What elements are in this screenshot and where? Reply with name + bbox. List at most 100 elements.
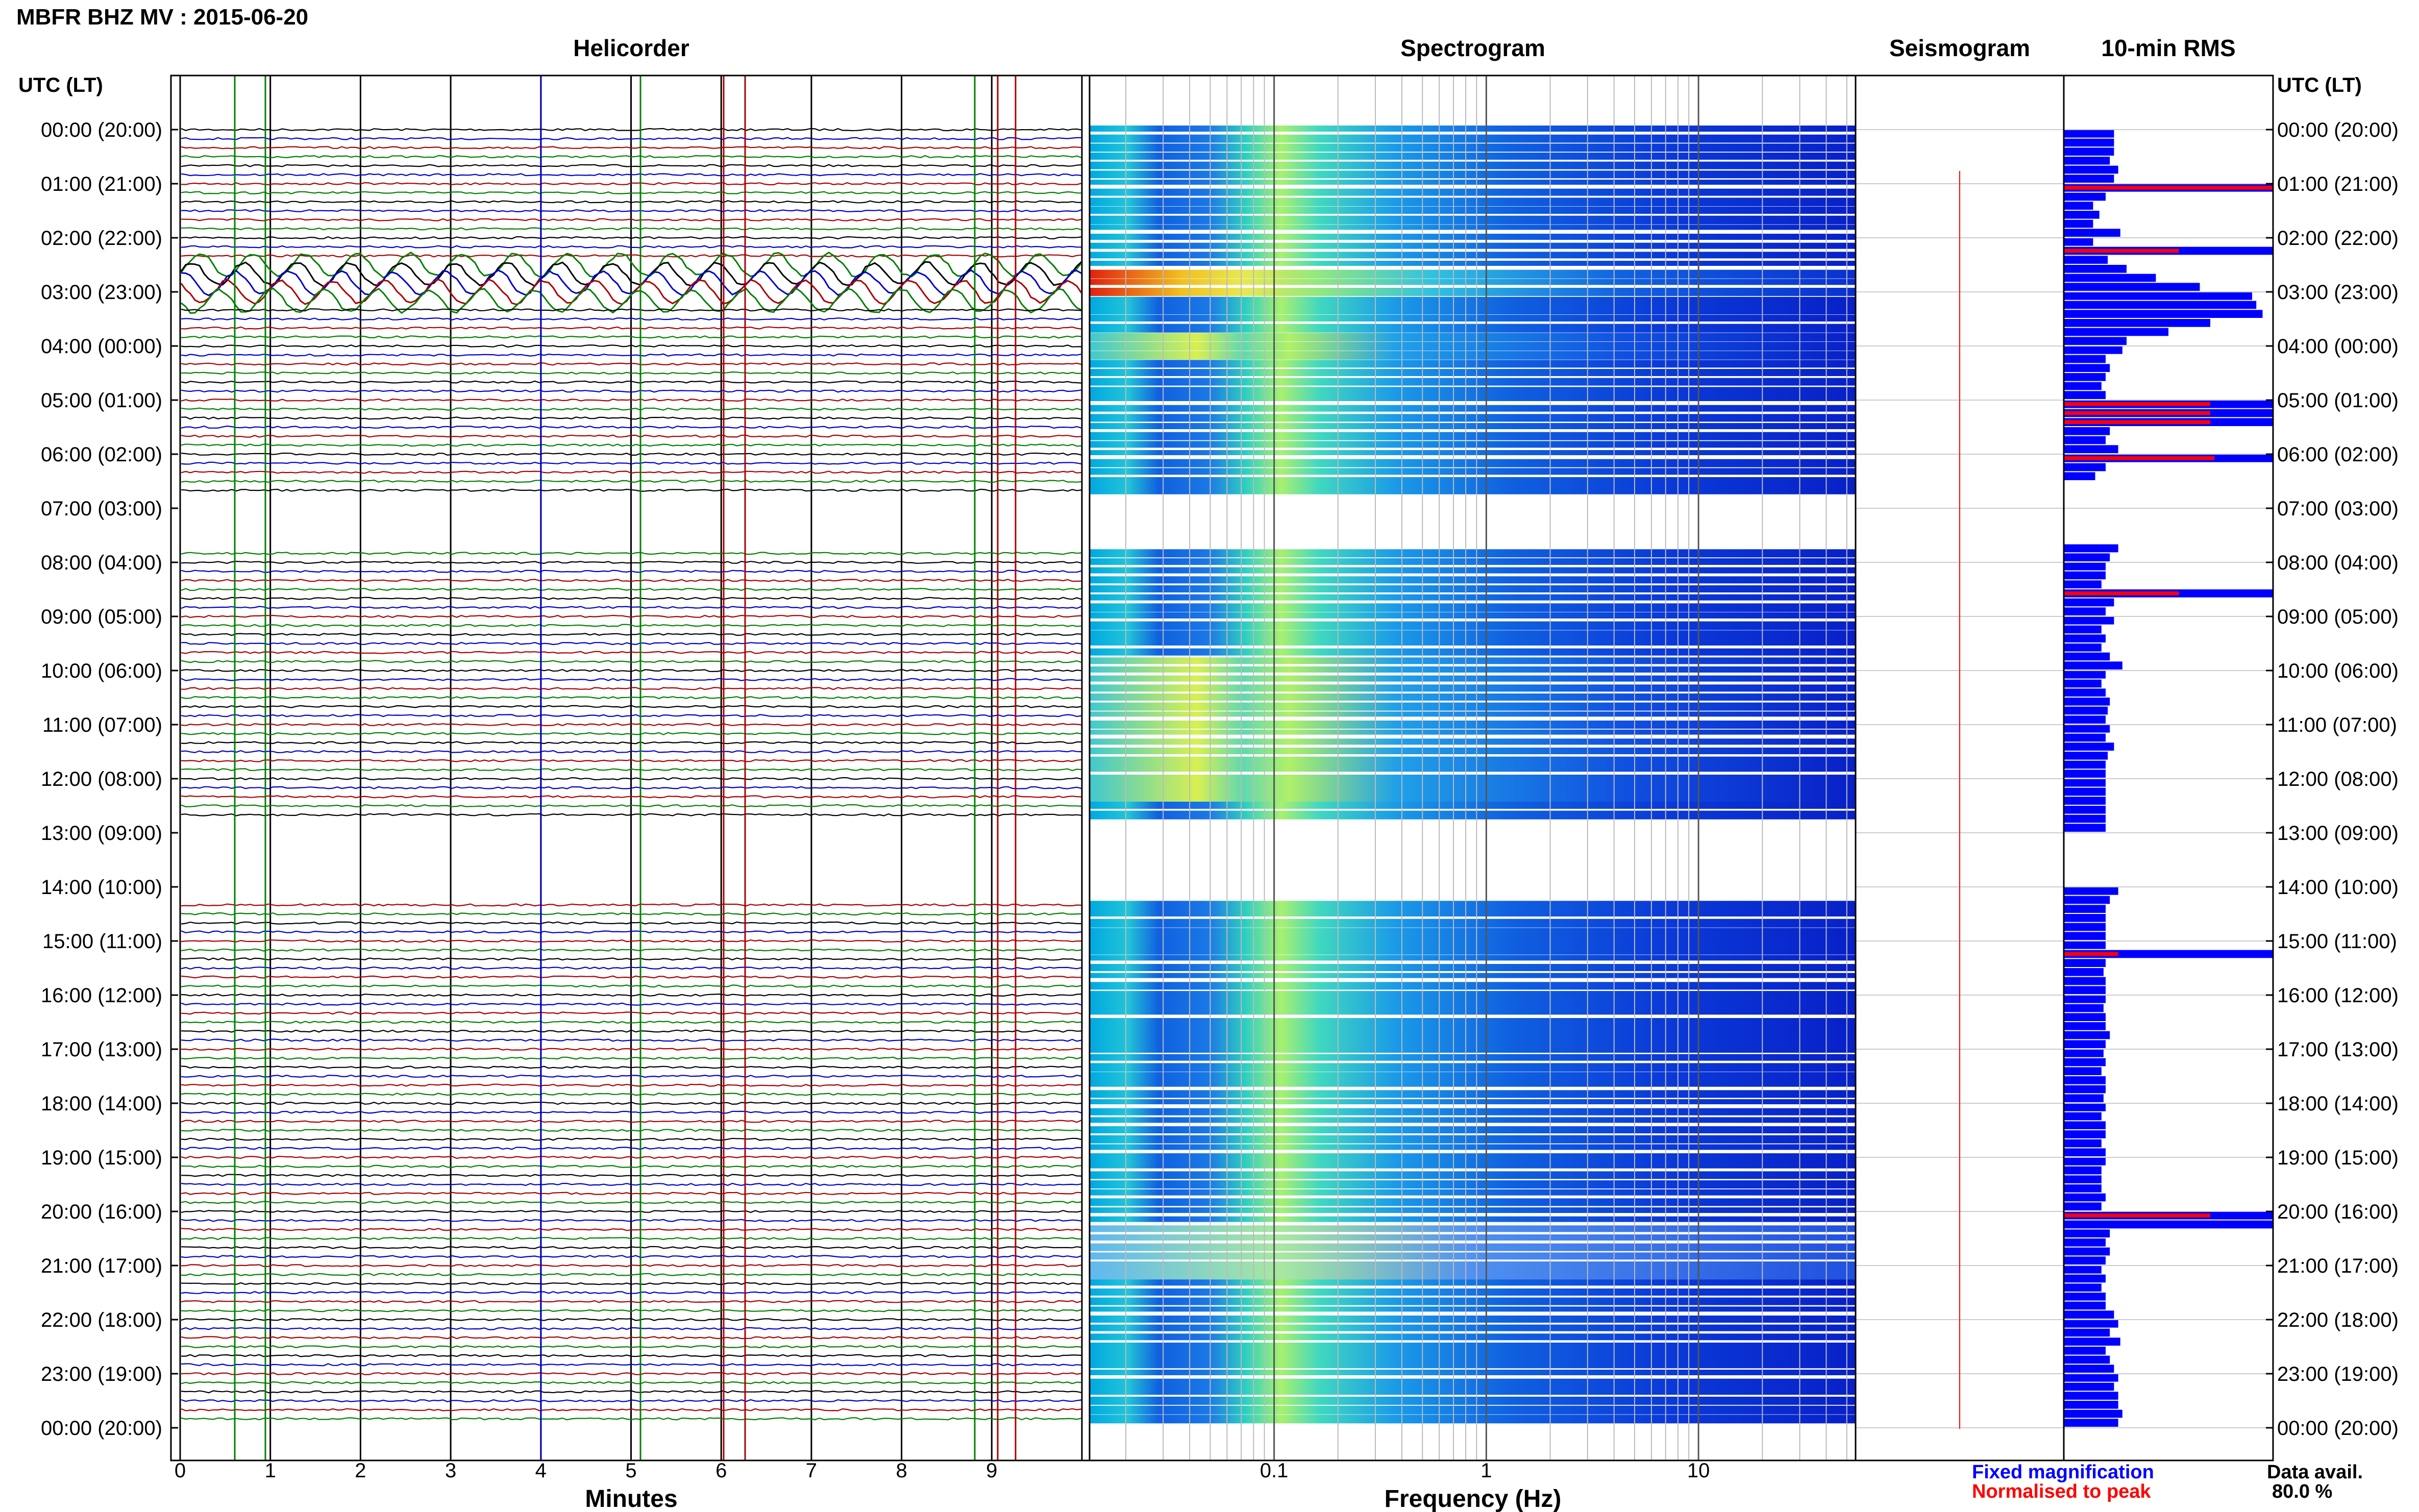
rms-fixed-bar — [2064, 779, 2106, 787]
helicorder-trace — [181, 155, 1082, 159]
spectrogram-band — [1090, 594, 1856, 601]
spectrogram-band — [1090, 1171, 1856, 1179]
spectrogram-band — [1090, 170, 1856, 179]
helicorder-trace — [181, 750, 1082, 754]
helicorder-trace — [181, 137, 1082, 140]
helicorder-trace — [181, 335, 1082, 339]
legend-normalised: Normalised to peak — [1972, 1481, 2151, 1502]
helicorder-trace — [181, 1083, 1082, 1087]
rms-fixed-bar — [2064, 671, 2106, 679]
rms-fixed-bar — [2064, 1067, 2102, 1075]
spectrogram-band — [1090, 810, 1856, 820]
time-label-left: 15:00 (11:00) — [42, 930, 162, 953]
minute-tick-label: 3 — [445, 1459, 456, 1482]
rms-fixed-bar — [2064, 1022, 2106, 1030]
rms-fixed-bar — [2064, 463, 2106, 472]
rms-fixed-bar — [2064, 787, 2106, 796]
helicorder-trace — [181, 470, 1082, 474]
helicorder-trace — [181, 407, 1082, 411]
rms-fixed-bar — [2064, 256, 2108, 264]
rms-fixed-bar — [2064, 1193, 2106, 1202]
helicorder-trace — [181, 560, 1082, 564]
rms-fixed-bar — [2064, 950, 2273, 958]
data-availability-value: 80.0 % — [2272, 1481, 2332, 1502]
helicorder-trace — [181, 1408, 1082, 1411]
rms-fixed-bar — [2064, 986, 2106, 994]
rms-fixed-bar — [2064, 814, 2106, 823]
rms-fixed-bar — [2064, 607, 2106, 615]
time-label-left: 03:00 (23:00) — [41, 281, 162, 304]
rms-fixed-bar — [2064, 824, 2106, 832]
helicorder-trace — [181, 173, 1082, 177]
spectrogram-band — [1090, 783, 1856, 794]
spectrogram-band — [1090, 684, 1856, 692]
rms-fixed-bar — [2064, 698, 2110, 706]
helicorder-trace — [181, 1002, 1082, 1006]
rms-normalised-bar — [2064, 249, 2179, 253]
rms-normalised-bar — [2064, 186, 2273, 190]
spectrogram-band — [1090, 324, 1856, 333]
spectrogram-band — [1090, 901, 1856, 910]
rms-fixed-bar — [2064, 1148, 2106, 1156]
helicorder-trace — [181, 633, 1082, 636]
helicorder-trace — [181, 371, 1082, 375]
time-label-left: 13:00 (09:00) — [41, 822, 162, 845]
rms-normalised-bar — [2064, 402, 2210, 406]
spectrogram-band — [1090, 1018, 1856, 1027]
rms-fixed-bar — [2064, 634, 2106, 642]
rms-fixed-bar — [2064, 1220, 2273, 1229]
helicorder-trace — [181, 1246, 1082, 1249]
helicorder-trace — [181, 768, 1082, 772]
spectrogram-band — [1090, 910, 1856, 916]
helicorder-trace — [181, 804, 1082, 808]
spectrogram-band — [1090, 180, 1856, 185]
helicorder-trace — [181, 795, 1082, 799]
time-label-left: 14:00 (10:00) — [41, 876, 162, 899]
helicorder-trace — [181, 587, 1082, 591]
helicorder-trace — [181, 218, 1082, 221]
time-label-left: 12:00 (08:00) — [41, 768, 162, 790]
spectrogram-band — [1090, 1126, 1856, 1133]
spectrogram-title: Spectrogram — [1400, 35, 1545, 61]
rms-fixed-bar — [2064, 887, 2118, 895]
rms-fixed-bar — [2064, 238, 2093, 246]
right-axis-header: UTC (LT) — [2277, 74, 2362, 96]
helicorder-trace — [181, 606, 1082, 609]
time-label-left: 07:00 (03:00) — [41, 498, 162, 520]
spectrogram-band — [1090, 1153, 1856, 1162]
spectrogram-band — [1090, 477, 1856, 487]
rms-fixed-bar — [2064, 138, 2114, 147]
spectrogram-band — [1090, 721, 1856, 729]
helicorder-trace — [181, 461, 1082, 465]
helicorder-trace — [181, 245, 1082, 249]
helicorder-trace — [181, 479, 1082, 483]
rms-fixed-bar — [2064, 1310, 2114, 1319]
helicorder-trace — [181, 1155, 1082, 1159]
time-label-left: 18:00 (14:00) — [41, 1093, 162, 1115]
helicorder-trace — [181, 308, 1082, 312]
rms-fixed-bar — [2064, 580, 2102, 588]
helicorder-trace — [180, 251, 1082, 279]
spectrogram-band — [1090, 675, 1856, 682]
helicorder-trace — [181, 641, 1082, 646]
rms-fixed-bar — [2064, 742, 2114, 751]
minute-tick-label: 7 — [806, 1459, 817, 1482]
spectrogram-band — [1090, 1288, 1856, 1296]
helicorder-trace — [181, 912, 1082, 916]
time-label-right: 04:00 (00:00) — [2277, 335, 2399, 358]
helicorder-trace — [181, 200, 1082, 204]
spectrogram-band — [1090, 558, 1856, 565]
spectrogram-band — [1090, 1000, 1856, 1009]
spectrogram-band — [1090, 1189, 1856, 1196]
time-label-right: 17:00 (13:00) — [2277, 1038, 2399, 1061]
helicorder-trace — [181, 903, 1082, 907]
helicorder-trace — [181, 1309, 1082, 1312]
spectrogram-band — [1090, 1081, 1856, 1087]
helicorder-trace — [181, 714, 1082, 717]
spectrogram-band — [1090, 1108, 1856, 1116]
helicorder-trace — [181, 326, 1082, 330]
spectrogram-band — [1090, 1297, 1856, 1305]
spectrogram-band — [1090, 549, 1856, 558]
rms-fixed-bar — [2064, 1401, 2118, 1409]
helicorder-trace — [181, 1372, 1082, 1376]
